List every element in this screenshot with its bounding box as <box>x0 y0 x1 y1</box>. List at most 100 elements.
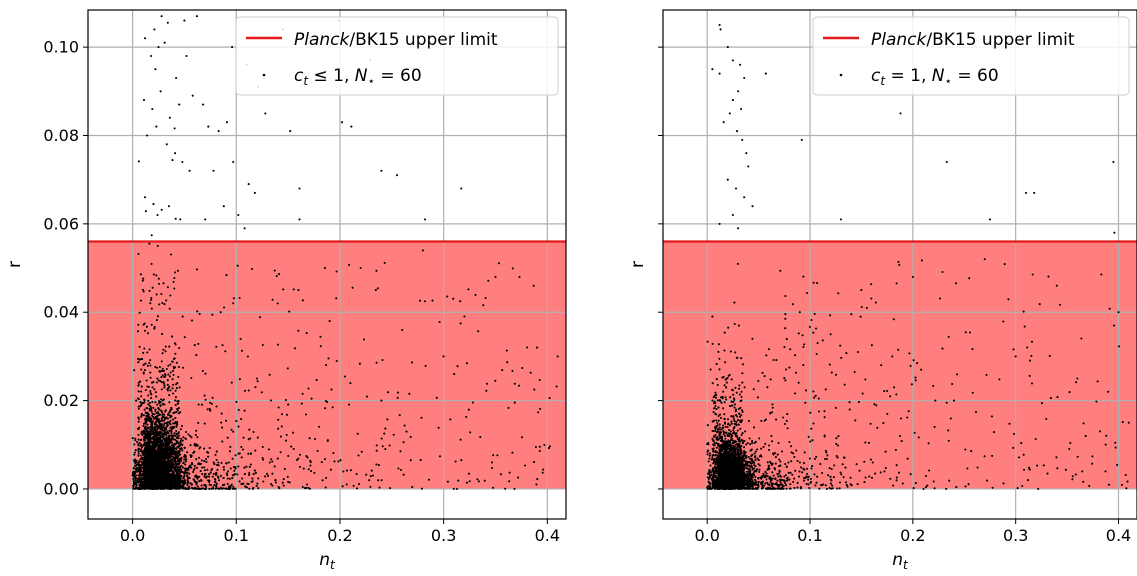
scatter-point <box>227 470 230 473</box>
scatter-point <box>154 461 157 464</box>
scatter-point <box>389 487 392 490</box>
scatter-point <box>152 273 155 276</box>
scatter-point <box>148 419 151 422</box>
scatter-point <box>173 127 176 130</box>
scatter-point <box>174 486 177 489</box>
scatter-point <box>156 415 159 418</box>
scatter-point <box>203 473 207 476</box>
x-tick-label: 0.1 <box>224 526 249 545</box>
scatter-point <box>174 459 177 462</box>
scatter-point <box>163 475 166 479</box>
scatter-point <box>161 374 164 377</box>
scatter-point <box>170 467 173 471</box>
scatter-point <box>411 361 414 364</box>
scatter-point <box>159 422 163 426</box>
scatter-point <box>225 472 229 475</box>
scatter-point <box>496 454 499 457</box>
scatter-point <box>268 373 271 376</box>
scatter-point <box>281 481 284 484</box>
scatter-point <box>172 422 175 425</box>
scatter-point <box>797 475 801 478</box>
scatter-point <box>380 479 383 482</box>
scatter-point <box>457 479 460 482</box>
scatter-point <box>260 391 263 394</box>
scatter-point <box>158 447 161 450</box>
scatter-point <box>189 444 192 447</box>
scatter-point <box>487 279 490 282</box>
scatter-point <box>219 311 222 314</box>
scatter-point <box>156 478 159 481</box>
scatter-point <box>375 361 378 364</box>
scatter-point <box>166 462 169 465</box>
scatter-point <box>286 475 289 478</box>
scatter-point <box>254 449 257 452</box>
scatter-point <box>229 445 232 448</box>
scatter-point <box>279 451 282 454</box>
scatter-point <box>305 486 308 489</box>
scatter-point <box>988 218 992 221</box>
scatter-point <box>175 424 178 427</box>
scatter-point <box>377 464 380 467</box>
scatter-point <box>945 160 948 164</box>
scatter-point <box>168 459 171 462</box>
scatter-point <box>143 480 146 483</box>
scatter-point <box>830 467 833 471</box>
legend-bk15-text: /BK15 upper limit <box>349 30 498 50</box>
scatter-point <box>154 420 158 423</box>
scatter-point <box>250 267 253 271</box>
scatter-point <box>409 459 412 462</box>
scatter-point <box>160 409 163 412</box>
y-axis-label: r <box>5 261 25 268</box>
scatter-point <box>144 427 148 430</box>
scatter-point <box>240 456 243 459</box>
scatter-point <box>161 470 164 473</box>
scatter-point <box>165 433 168 437</box>
scatter-point <box>137 450 140 453</box>
scatter-point <box>168 394 171 397</box>
scatter-point <box>180 474 183 478</box>
scatter-point <box>146 441 149 444</box>
scatter-point <box>424 364 427 367</box>
scatter-point <box>165 463 168 466</box>
scatter-point <box>237 408 240 411</box>
scatter-point <box>307 387 310 390</box>
scatter-point <box>135 463 138 466</box>
scatter-point <box>724 437 727 440</box>
scatter-point <box>182 487 185 490</box>
scatter-point <box>156 213 159 217</box>
scatter-point <box>156 433 159 436</box>
scatter-point <box>199 462 202 465</box>
scatter-point <box>169 416 172 419</box>
scatter-point <box>492 486 495 489</box>
scatter-point <box>297 329 300 332</box>
scatter-point <box>137 420 140 423</box>
scatter-point <box>157 282 161 285</box>
scatter-point <box>191 463 194 466</box>
scatter-point <box>199 446 202 449</box>
scatter-point <box>158 453 162 457</box>
scatter-point <box>358 362 361 365</box>
scatter-point <box>162 443 166 446</box>
scatter-point <box>167 413 170 416</box>
scatter-point <box>163 462 166 465</box>
scatter-point <box>179 218 182 221</box>
scatter-point <box>231 46 234 49</box>
scatter-point <box>397 467 400 470</box>
scatter-point <box>194 480 197 484</box>
scatter-point <box>911 275 914 278</box>
scatter-point <box>137 323 140 326</box>
scatter-point <box>192 470 195 474</box>
scatter-point <box>287 403 290 406</box>
scatter-point <box>177 400 180 403</box>
scatter-point <box>453 373 456 376</box>
scatter-point <box>375 449 378 452</box>
scatter-point <box>160 292 163 296</box>
scatter-point <box>149 371 152 374</box>
scatter-point <box>243 409 246 412</box>
scatter-point <box>139 439 142 442</box>
scatter-point <box>802 467 805 470</box>
scatter-point <box>756 448 759 451</box>
scatter-point <box>182 436 185 439</box>
scatter-point <box>205 487 208 490</box>
